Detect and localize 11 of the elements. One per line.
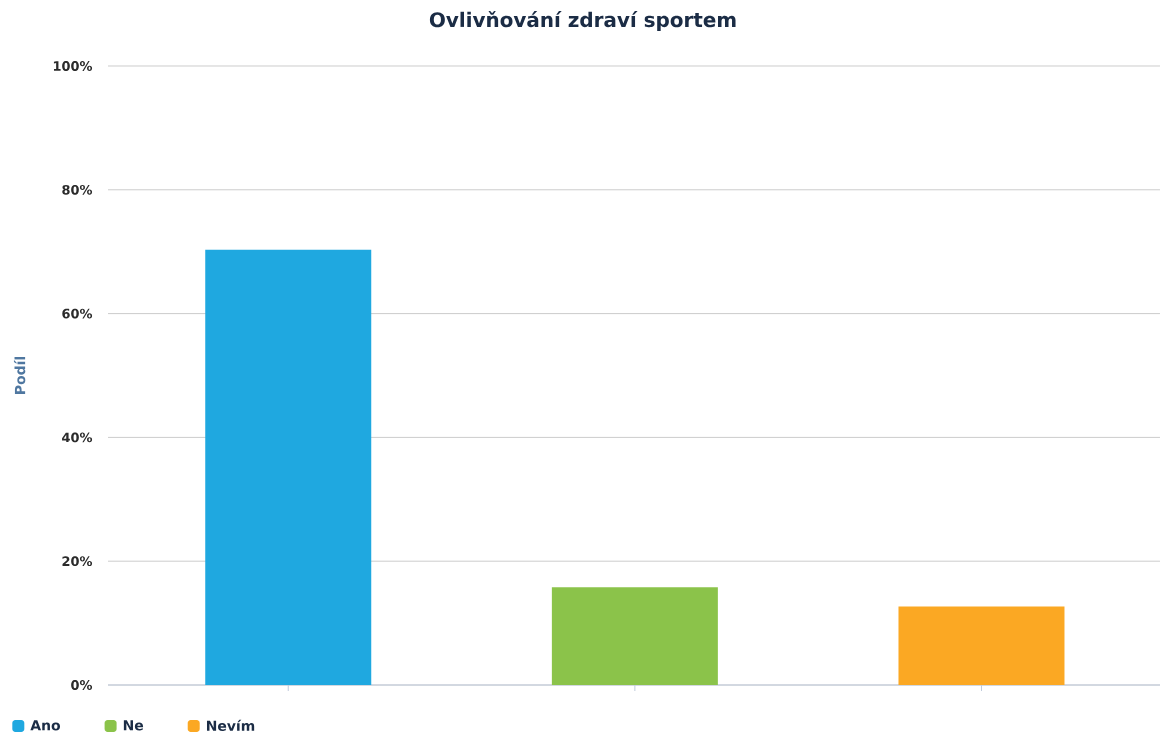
y-tick-label: 0% [71, 680, 93, 690]
y-tick-label: 100% [53, 61, 93, 71]
legend-label: Nevím [206, 719, 255, 732]
legend-label: Ne [123, 720, 144, 731]
y-tick-label: 40% [62, 432, 93, 443]
y-tick-label: 60% [62, 308, 93, 319]
y-tick-label: 80% [62, 184, 93, 195]
legend-label: Ano [30, 720, 61, 731]
y-tick-label: 20% [62, 556, 93, 567]
y-axis-title: Podíl [13, 356, 26, 394]
chart-title: Ovlivňování zdraví sportem [429, 10, 736, 32]
